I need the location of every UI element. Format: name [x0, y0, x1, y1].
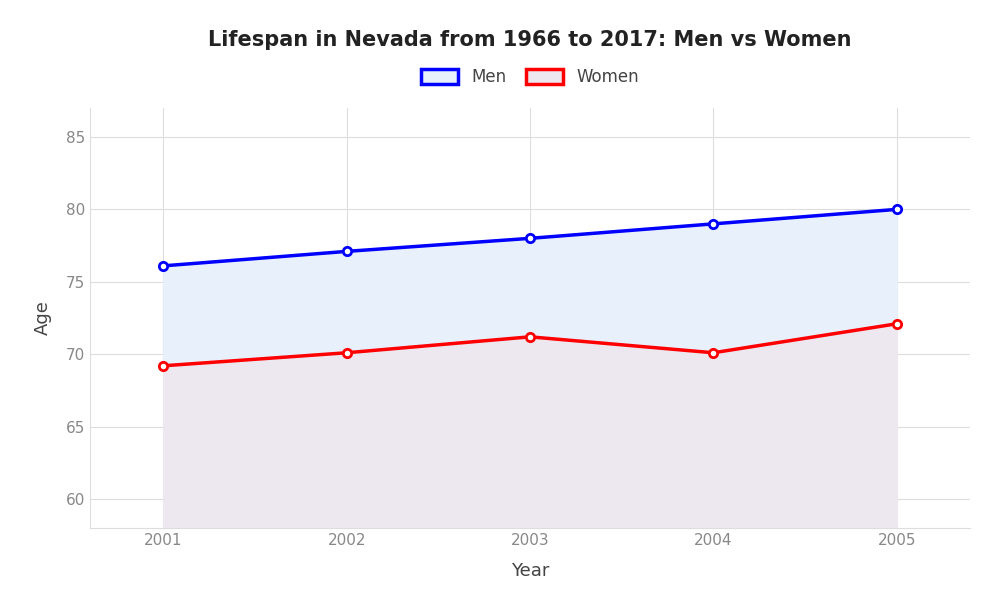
Y-axis label: Age: Age — [34, 301, 52, 335]
Title: Lifespan in Nevada from 1966 to 2017: Men vs Women: Lifespan in Nevada from 1966 to 2017: Me… — [208, 29, 852, 49]
Legend: Men, Women: Men, Women — [414, 62, 646, 93]
X-axis label: Year: Year — [511, 562, 549, 580]
